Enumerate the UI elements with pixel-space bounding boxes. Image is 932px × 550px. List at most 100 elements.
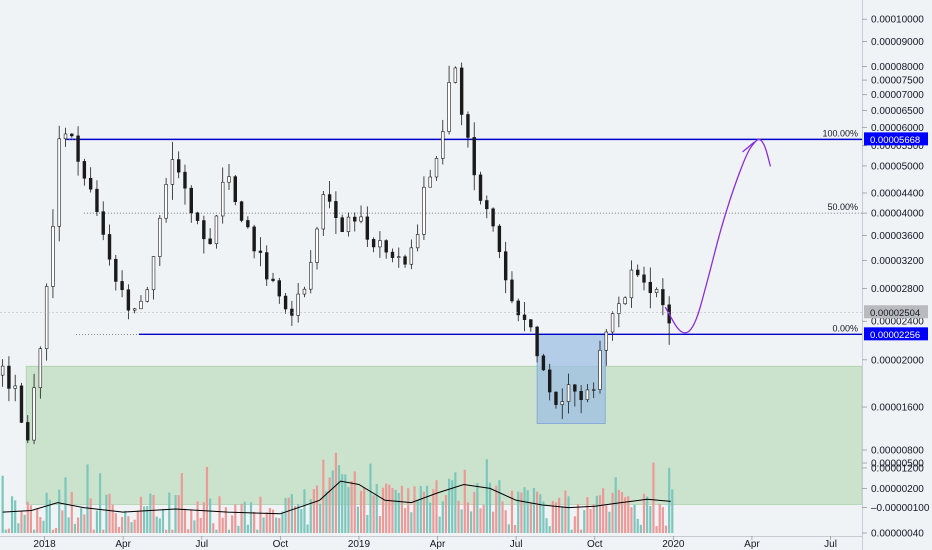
y-tick-label-8: 0.00005000 [871,161,924,172]
volume-bar-24-0 [152,494,155,533]
time-axis[interactable]: 2018 Apr Jul Oct 2019 Apr Jul Oct 2020 Apr Jul [33,536,837,550]
candle-body-95 [598,349,602,390]
volume-bar-99-0 [624,497,627,533]
candle-body-50 [315,228,319,263]
candle-body-48 [302,288,307,295]
volume-ma-line [2,480,671,515]
candle-body-75 [472,137,476,176]
volume-bar-84-1 [532,487,536,533]
volume-bar-95-0 [598,495,602,533]
candle-body-74 [466,114,470,138]
vol-tick-label-3: –0.00000100 [871,503,930,514]
price-axis[interactable]: 0.00010000 0.00009000 0.00008000 0.00007500… [862,15,930,540]
candle-body-14 [88,177,93,190]
candle-body-103 [648,281,652,293]
volume-bar-57-1 [363,487,366,533]
candle-body-94 [592,389,596,391]
volume-bar-3-0 [20,510,23,533]
volume-bar-4-1 [29,505,33,533]
candle-body-31 [195,212,200,221]
volume-bar-80-1 [507,524,510,533]
candle-body-17 [107,234,112,260]
candle-body-77 [485,200,489,210]
candle-body-11 [70,133,74,137]
volume-bar-31-0 [196,501,199,533]
volume-bar-29-0 [183,508,187,533]
volume-bar-20-1 [130,522,133,533]
x-tick-label-8: 2020 [662,539,685,550]
volume-bar-77-1 [488,482,492,533]
volume-bar-85-0 [536,491,539,533]
volume-bar-0-1 [4,529,7,533]
volume-bar-36-0 [227,529,231,533]
candle-body-101 [636,269,640,276]
volume-bar-59-0 [372,495,375,533]
x-tick-label-5: Apr [430,539,446,550]
candle-body-12 [76,135,80,162]
volume-bar-6-0 [39,517,42,533]
volume-bar-45-0 [284,497,287,533]
volume-bar-43-1 [275,517,278,533]
volume-bar-4-0 [26,501,29,533]
volume-bar-93-1 [589,509,592,533]
candle-body-58 [365,216,370,240]
volume-bar-5-0 [32,529,36,533]
volume-bar-46-0 [290,494,293,533]
last-price-badge [864,305,928,319]
x-tick-label-7: Oct [587,539,603,550]
candle-body-64 [403,256,407,265]
volume-bar-88-1 [558,497,561,533]
y-tick-label-10: 0.00004000 [871,209,924,220]
volume-bar-98-1 [620,492,624,533]
volume-bar-39-1 [249,502,253,533]
candle-body-21 [132,308,137,311]
volume-bar-22-0 [139,496,143,533]
volume-bar-91-0 [573,516,576,533]
volume-bar-95-1 [602,488,605,533]
volume-bar-100-0 [630,507,633,533]
candle-body-65 [409,247,414,265]
candle-body-53 [334,201,338,218]
candle-body-79 [497,225,502,252]
candle-body-86 [541,355,546,371]
x-tick-label-10: Jul [824,539,837,550]
volume-bar-48-0 [303,489,306,533]
volume-bar-15-0 [95,510,99,533]
volume-bar-41-1 [262,517,265,533]
volume-bar-53-0 [334,452,337,533]
candle-body-68 [428,176,432,188]
volume-bar-56-1 [356,506,360,533]
volume-bar-40-1 [256,529,259,533]
candle-body-1 [7,365,11,389]
volume-bar-20-0 [127,516,130,533]
y-tick-label-14: 0.00002400 [871,317,924,328]
projection-layer [664,138,771,334]
volume-bar-64-0 [403,508,407,533]
volume-bar-40-0 [253,511,256,533]
y-tick-label-5: 0.00006500 [871,106,924,117]
candle-body-24 [151,256,156,291]
candle-body-27 [170,159,175,185]
volume-bar-98-0 [617,489,620,533]
candle-body-47 [296,293,300,316]
volume-bar-99-1 [627,496,630,533]
candle-body-102 [642,274,646,283]
price-badges: 0.00002504 0.00005668 0.00002256 [0,132,928,341]
volume-bar-27-1 [174,495,177,533]
vol-tick-label-0: 0.00000800 [871,446,924,457]
volume-bar-92-0 [580,529,583,533]
volume-bar-14-1 [92,529,95,533]
volume-bar-89-0 [561,505,564,533]
fib-label-0: 100.00% [822,128,858,138]
volume-bar-83-1 [526,490,529,533]
candle-body-98 [617,303,621,314]
volume-bar-26-0 [165,529,168,533]
volume-bar-80-0 [504,510,507,533]
volume-bar-50-1 [319,503,322,533]
candle-body-66 [415,234,420,249]
volume-bar-90-1 [570,529,573,533]
candle-body-44 [277,280,281,297]
volume-bar-9-0 [58,489,61,533]
volume-bar-1-0 [7,528,11,533]
